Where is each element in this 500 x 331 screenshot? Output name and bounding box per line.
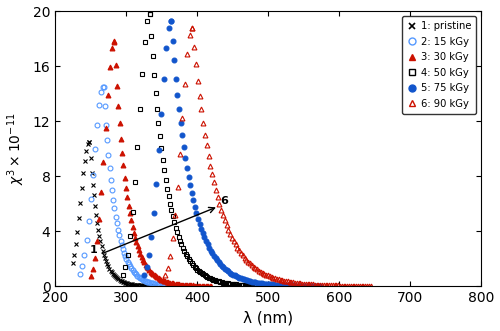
Y-axis label: $\chi^3\times10^{-11}$: $\chi^3\times10^{-11}$ xyxy=(6,112,27,185)
Text: 6: 6 xyxy=(220,196,228,206)
Legend: 1: pristine, 2: 15 kGy, 3: 30 kGy, 4: 50 kGy, 5: 75 kGy, 6: 90 kGy: 1: pristine, 2: 15 kGy, 3: 30 kGy, 4: 50… xyxy=(402,16,476,114)
X-axis label: λ (nm): λ (nm) xyxy=(243,310,294,325)
Text: 1: 1 xyxy=(90,245,97,255)
